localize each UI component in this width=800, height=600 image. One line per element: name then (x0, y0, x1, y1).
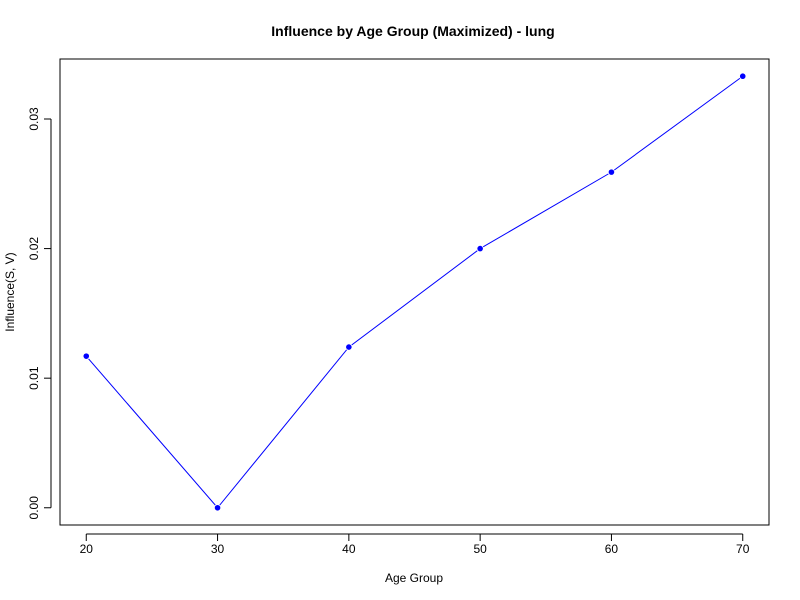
x-axis-label: Age Group (385, 571, 443, 585)
x-tick-label: 70 (736, 542, 750, 556)
data-point (213, 504, 222, 512)
chart-title: Influence by Age Group (Maximized) - lun… (271, 23, 554, 39)
data-point (739, 72, 747, 80)
data-point (345, 343, 353, 351)
y-tick-label: 0.02 (27, 237, 41, 261)
x-tick-label: 40 (342, 542, 356, 556)
data-point (82, 352, 90, 360)
series-line (85, 75, 744, 509)
y-axis: 0.00 0.01 0.02 0.03 (27, 107, 52, 520)
y-axis-label: Influence(S, V) (3, 252, 17, 331)
data-point (607, 168, 616, 176)
data-point (476, 244, 484, 253)
y-tick-label: 0.03 (27, 107, 41, 131)
y-tick-label: 0.01 (27, 366, 41, 390)
x-tick-label: 30 (211, 542, 225, 556)
y-tick-label: 0.00 (27, 496, 41, 520)
x-tick-label: 20 (80, 542, 94, 556)
x-tick-label: 60 (605, 542, 619, 556)
plot-frame (59, 58, 770, 526)
series-group (82, 72, 747, 512)
x-axis: 20 30 40 50 60 70 (80, 533, 750, 556)
x-tick-label: 50 (473, 542, 487, 556)
